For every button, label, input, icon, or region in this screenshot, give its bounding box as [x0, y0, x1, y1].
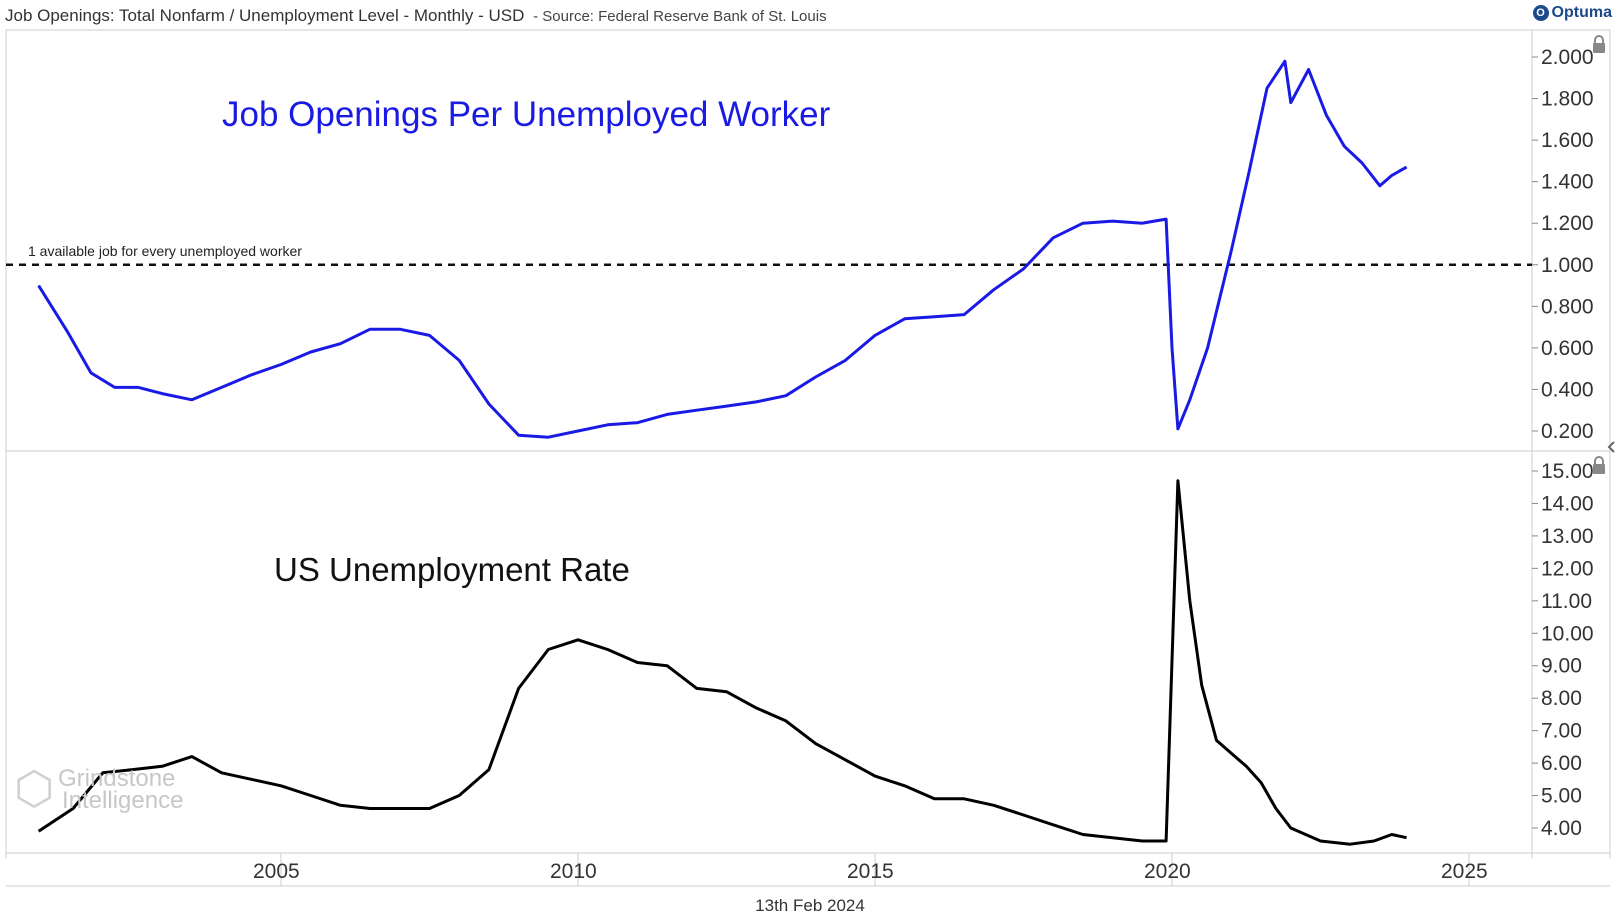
openings-y-tick-label: 0.400: [1541, 378, 1594, 401]
openings-y-tick-label: 1.400: [1541, 171, 1594, 194]
chart-header-source: - Source: Federal Reserve Bank of St. Lo…: [533, 8, 827, 25]
openings-y-tick-label: 1.000: [1541, 254, 1594, 277]
unemployment-y-tick-label: 6.00: [1541, 752, 1582, 775]
watermark-line1: Grindstone: [58, 765, 176, 792]
lock-icon-bottom[interactable]: [1593, 456, 1605, 474]
openings-y-tick-label: 1.200: [1541, 212, 1594, 235]
unemployment-y-tick-label: 5.00: [1541, 785, 1582, 808]
unemployment-y-tick-label: 14.00: [1541, 492, 1594, 515]
openings-y-tick-label: 2.000: [1541, 46, 1594, 69]
unemployment-y-tick-label: 13.00: [1541, 525, 1594, 548]
optuma-logo-text: Optuma: [1551, 4, 1612, 21]
lock-icon-top[interactable]: [1593, 35, 1605, 53]
unemployment-y-tick-label: 4.00: [1541, 817, 1582, 840]
collapse-chevron-icon[interactable]: [1607, 441, 1615, 453]
openings-y-tick-label: 0.200: [1541, 420, 1594, 443]
x-axis: 2005 2010 2015 2020 2025: [253, 853, 1488, 886]
watermark-line2: Intelligence: [62, 787, 184, 814]
optuma-logo: O Optuma: [1532, 4, 1612, 22]
openings-panel-title: Job Openings Per Unemployed Worker: [222, 95, 831, 134]
chart-date-footer: 13th Feb 2024: [755, 896, 865, 915]
unemployment-y-tick-label: 8.00: [1541, 687, 1582, 710]
unemployment-y-tick-label: 12.00: [1541, 557, 1594, 580]
x-tick-label: 2010: [550, 860, 597, 883]
unemployment-y-tick-label: 9.00: [1541, 655, 1582, 678]
chart-header-title: Job Openings: Total Nonfarm / Unemployme…: [5, 6, 525, 25]
unemployment-y-tick-label: 10.00: [1541, 622, 1594, 645]
x-tick-label: 2020: [1144, 860, 1191, 883]
chart-frame: [5, 29, 1611, 887]
openings-y-tick-label: 1.600: [1541, 129, 1594, 152]
x-tick-label: 2005: [253, 860, 300, 883]
watermark-hex-icon: ⬡: [14, 762, 55, 814]
openings-y-axis: 2.000 1.800 1.600 1.400 1.200 1.000 0.800 0.600…: [1532, 46, 1594, 443]
unemployment-y-tick-label: 11.00: [1541, 590, 1592, 613]
unemployment-panel-title: US Unemployment Rate: [274, 551, 630, 588]
x-tick-label: 2015: [847, 860, 894, 883]
reference-line-label: 1 available job for every unemployed wor…: [28, 243, 302, 259]
openings-y-tick-label: 1.800: [1541, 88, 1594, 111]
unemployment-y-tick-label: 15.00: [1541, 460, 1594, 483]
x-tick-label: 2025: [1441, 860, 1488, 883]
openings-y-tick-label: 0.800: [1541, 295, 1594, 318]
optuma-logo-icon: O: [1532, 5, 1549, 21]
openings-series-line: [37, 59, 1408, 439]
unemployment-series-line: [37, 479, 1407, 846]
openings-y-tick-label: 0.600: [1541, 337, 1594, 360]
unemployment-y-axis: 15.00 14.00 13.00 12.00 11.00 10.00 9.00 8.00 7.…: [1532, 460, 1594, 840]
unemployment-y-tick-label: 7.00: [1541, 720, 1582, 743]
chart-header: Job Openings: Total Nonfarm / Unemployme…: [5, 6, 827, 26]
